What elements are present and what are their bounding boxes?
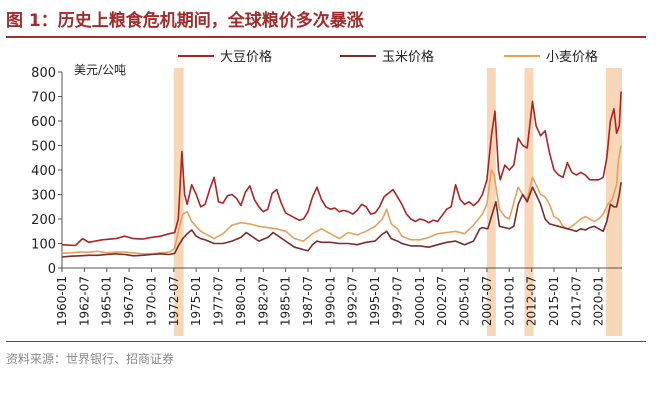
- x-tick-label: 1977-07: [212, 276, 226, 326]
- y-axis-label: 美元/公吨: [74, 63, 126, 77]
- y-tick-label: 100: [31, 238, 56, 253]
- y-tick-label: 0: [48, 262, 56, 277]
- source-note: 资料来源：世界银行、招商证券: [6, 352, 175, 366]
- x-tick-label: 2012-07: [525, 276, 539, 326]
- x-tick-label: 1997-07: [390, 276, 404, 326]
- series-line-0: [61, 91, 622, 247]
- y-tick-label: 300: [31, 189, 56, 204]
- legend-label: 玉米价格: [382, 49, 434, 65]
- x-tick-label: 2000-01: [413, 276, 427, 326]
- source-divider: [6, 341, 646, 342]
- x-tick-label: 2007-07: [480, 276, 494, 326]
- x-tick-label: 1985-01: [279, 276, 293, 326]
- y-tick-label: 200: [31, 213, 56, 228]
- x-tick-label: 2020-01: [592, 276, 606, 326]
- x-tick-label: 1960-01: [55, 276, 69, 326]
- x-tick-label: 2010-01: [502, 276, 516, 326]
- x-tick-label: 1975-01: [189, 276, 203, 326]
- y-tick-label: 800: [31, 66, 56, 81]
- legend: 大豆价格 玉米价格 小麦价格: [178, 49, 598, 65]
- series-line-2: [61, 145, 622, 255]
- x-tick-label: 2017-07: [569, 276, 583, 326]
- x-tick-label: 2005-01: [458, 276, 472, 326]
- y-tick-label: 400: [31, 164, 56, 179]
- title-divider: [6, 36, 646, 38]
- x-tick-label: 2002-07: [435, 276, 449, 326]
- legend-label: 大豆价格: [220, 49, 272, 65]
- y-tick-label: 500: [31, 140, 56, 155]
- x-tick-label: 1987-07: [301, 276, 315, 326]
- y-tick-labels: 0 100 200 300 400 500 600 700 800: [31, 66, 62, 277]
- x-tick-label: 1972-07: [167, 276, 181, 326]
- x-tick-label: 1992-07: [346, 276, 360, 326]
- x-tick-label: 1980-01: [234, 276, 248, 326]
- x-tick-label: 1990-01: [323, 276, 337, 326]
- x-tick-label: 1965-01: [100, 276, 114, 326]
- x-tick-label: 1962-07: [77, 276, 91, 326]
- x-tick-label: 2015-01: [547, 276, 561, 326]
- highlight-band: [605, 68, 622, 336]
- x-tick-labels: 1960-01 1962-07 1965-01 1967-07 1970-01 1972-…: [55, 268, 606, 326]
- legend-label: 小麦价格: [546, 49, 598, 65]
- highlight-band: [486, 68, 496, 336]
- x-tick-label: 1967-07: [122, 276, 136, 326]
- x-tick-label: 1995-01: [368, 276, 382, 326]
- y-tick-label: 700: [31, 91, 56, 106]
- series-lines: [61, 91, 622, 258]
- y-tick-label: 600: [31, 115, 56, 130]
- figure-title: 图 1：历史上粮食危机期间，全球粮价多次暴涨: [6, 11, 364, 31]
- x-tick-label: 1970-01: [144, 276, 158, 326]
- series-line-1: [61, 182, 622, 258]
- highlight-band: [524, 68, 534, 336]
- x-tick-label: 1982-07: [256, 276, 270, 326]
